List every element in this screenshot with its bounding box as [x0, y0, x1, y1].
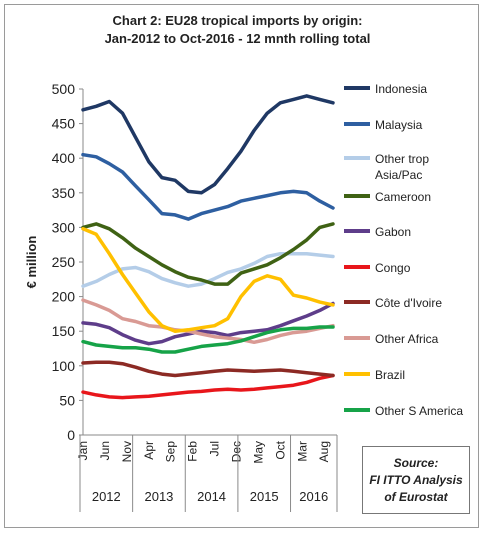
y-tick-label: 200 — [52, 289, 76, 305]
chart-title-block: Chart 2: EU28 tropical imports by origin… — [0, 12, 475, 48]
y-tick-label: 350 — [52, 185, 76, 201]
y-tick-label: 500 — [52, 81, 76, 97]
x-tick-label: Feb — [186, 441, 200, 462]
series-line-brazil — [81, 227, 335, 333]
series-line-malaysia — [81, 152, 335, 221]
series-line-other-africa — [81, 298, 335, 345]
legend-label: Brazil — [375, 368, 405, 382]
x-tick-label: Sep — [164, 441, 178, 463]
series-line-congo — [81, 373, 335, 400]
y-tick-label: 400 — [52, 150, 76, 166]
source-box: Source: FI ITTO Analysis of Eurostat — [362, 446, 470, 514]
x-tick-label: Oct — [273, 440, 287, 459]
x-year-label: 2013 — [144, 489, 173, 504]
legend-label: Other trop — [375, 152, 429, 166]
x-year-label: 2012 — [92, 489, 121, 504]
legend-label: Other Africa — [375, 332, 439, 346]
series-line-c-te-d-ivoire — [81, 360, 335, 378]
x-tick-label: Jan — [76, 441, 90, 460]
legend-label: Malaysia — [375, 118, 423, 132]
x-year-label: 2016 — [299, 489, 328, 504]
x-tick-label: Apr — [142, 441, 156, 460]
y-tick-label: 250 — [52, 254, 76, 270]
x-tick-label: Jun — [98, 441, 112, 460]
y-tick-label: 0 — [67, 427, 75, 443]
legend-label: Indonesia — [375, 82, 427, 96]
chart-title: Chart 2: EU28 tropical imports by origin… — [112, 13, 363, 28]
series-line-other-s-america — [81, 325, 335, 354]
x-year-label: 2014 — [197, 489, 226, 504]
legend-label: Cameroon — [375, 190, 431, 204]
series-line-indonesia — [81, 94, 335, 195]
source-line-3: of Eurostat — [384, 489, 448, 504]
legend-label: Côte d'Ivoire — [375, 296, 442, 310]
x-tick-label: May — [251, 441, 265, 464]
y-tick-label: 50 — [59, 392, 75, 408]
legend-label: Congo — [375, 261, 411, 275]
legend-label: Asia/Pac — [375, 168, 422, 182]
series-line-gabon — [81, 301, 335, 346]
source-line-1: Source: — [393, 455, 439, 470]
y-tick-label: 450 — [52, 116, 76, 132]
y-axis-title: € million — [24, 236, 39, 289]
y-tick-label: 100 — [52, 358, 76, 374]
source-line-2: FI ITTO Analysis — [369, 472, 463, 487]
legend-label: Gabon — [375, 225, 411, 239]
x-tick-label: Nov — [120, 441, 134, 462]
x-tick-label: Mar — [295, 441, 309, 462]
x-tick-label: Aug — [317, 441, 331, 462]
x-tick-label: Jul — [208, 441, 222, 456]
y-tick-label: 300 — [52, 219, 76, 235]
y-tick-label: 150 — [52, 323, 76, 339]
x-tick-label: Dec — [230, 441, 244, 462]
legend-label: Other S America — [375, 404, 463, 418]
chart-subtitle: Jan-2012 to Oct-2016 - 12 mnth rolling t… — [104, 31, 371, 46]
series-line-cameroon — [81, 222, 335, 286]
x-year-label: 2015 — [250, 489, 279, 504]
